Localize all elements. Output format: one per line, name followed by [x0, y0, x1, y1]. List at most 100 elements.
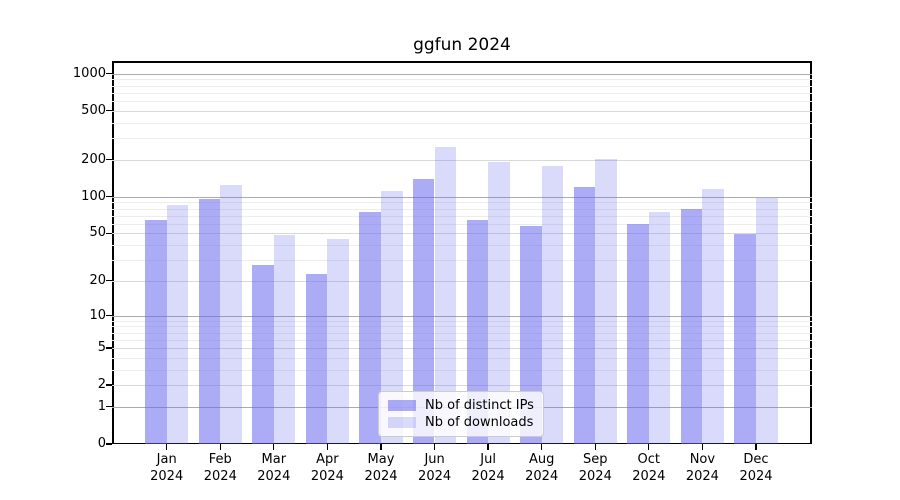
bar-jan-downloads — [166, 205, 189, 444]
x-tick-label-may: May 2024 — [364, 452, 398, 484]
gridline-1000 — [112, 73, 812, 75]
legend-swatch-distinct-ips — [388, 400, 416, 411]
x-tick-label-jul: Jul 2024 — [471, 452, 505, 484]
x-tick-mark-nov — [701, 444, 704, 450]
y-tick-label-50: 50 — [89, 225, 106, 241]
bar-mar-downloads — [273, 235, 296, 444]
x-tick-mark-apr — [326, 444, 329, 450]
x-tick-mark-oct — [648, 444, 650, 450]
x-tick-label-dec: Dec 2024 — [739, 452, 773, 484]
gridline-50 — [112, 233, 812, 235]
gridline-70 — [112, 215, 812, 217]
x-tick-mark-sep — [594, 444, 596, 450]
y-tick-label-2: 2 — [97, 377, 106, 393]
x-tick-mark-jul — [487, 444, 489, 450]
gridline-100 — [112, 196, 812, 198]
gridline-40 — [112, 245, 812, 246]
x-tick-label-aug: Aug 2024 — [525, 452, 559, 484]
gridline-600 — [112, 101, 812, 102]
bar-oct-downloads — [648, 211, 671, 444]
gridline-9 — [112, 320, 812, 322]
plot-area — [112, 61, 812, 445]
y-tick-mark-2 — [106, 384, 112, 386]
gridline-300 — [112, 138, 812, 140]
bar-oct-ips — [627, 223, 649, 444]
x-tick-label-apr: Apr 2024 — [310, 452, 344, 484]
gridline-7 — [112, 332, 812, 334]
legend-row-distinct-ips: Nb of distinct IPs — [388, 397, 534, 414]
bar-sep-downloads — [595, 159, 617, 444]
y-tick-mark-200 — [106, 159, 112, 161]
gridline-3 — [112, 369, 812, 371]
bar-feb-ips — [198, 198, 221, 444]
x-tick-mark-aug — [541, 444, 543, 450]
gridline-500 — [112, 110, 812, 112]
bar-aug-ips — [520, 226, 542, 444]
x-tick-label-jun: Jun 2024 — [418, 452, 452, 484]
x-tick-mark-jun — [433, 444, 436, 450]
gridline-6 — [112, 339, 812, 341]
right-spine — [810, 61, 812, 444]
y-tick-mark-5 — [106, 347, 112, 349]
bar-dec-downloads — [756, 197, 778, 444]
y-tick-label-5: 5 — [97, 340, 106, 355]
bar-apr-downloads — [327, 238, 349, 444]
gridline-20 — [112, 280, 812, 282]
bar-jul-ips — [466, 220, 489, 444]
y-tick-mark-0 — [106, 443, 112, 445]
bar-aug-downloads — [541, 166, 564, 444]
legend-label-downloads: Nb of downloads — [425, 415, 534, 430]
y-tick-mark-100 — [106, 195, 112, 198]
legend-label-distinct-ips: Nb of distinct IPs — [425, 398, 534, 413]
y-tick-label-1: 1 — [97, 398, 106, 414]
y-tick-label-200: 200 — [81, 151, 106, 167]
y-tick-mark-20 — [106, 280, 112, 282]
x-tick-label-oct: Oct 2024 — [632, 452, 666, 484]
y-tick-label-0: 0 — [97, 436, 106, 451]
x-tick-mark-dec — [755, 444, 757, 450]
x-tick-label-nov: Nov 2024 — [685, 452, 719, 484]
bar-jan-ips — [145, 220, 167, 444]
x-tick-label-jan: Jan 2024 — [150, 452, 184, 484]
legend: Nb of distinct IPs Nb of downloads — [378, 391, 544, 437]
x-tick-mark-jan — [166, 444, 168, 450]
x-tick-mark-feb — [219, 444, 221, 450]
x-tick-label-feb: Feb 2024 — [203, 452, 237, 484]
y-tick-mark-1 — [106, 406, 112, 408]
gridline-30 — [112, 259, 812, 261]
y-tick-label-100: 100 — [81, 188, 106, 204]
bar-may-downloads — [381, 190, 403, 444]
gridline-5 — [112, 348, 812, 349]
x-tick-mark-mar — [273, 444, 275, 450]
bar-feb-downloads — [220, 184, 242, 444]
bar-may-ips — [359, 211, 381, 444]
y-tick-label-1000: 1000 — [72, 65, 106, 81]
y-tick-mark-500 — [106, 110, 112, 112]
x-axis-line — [112, 442, 812, 445]
y-tick-label-20: 20 — [89, 272, 106, 288]
bar-sep-ips — [573, 187, 596, 444]
gridline-4 — [112, 357, 812, 359]
gridline-700 — [112, 92, 812, 94]
x-tick-label-mar: Mar 2024 — [257, 452, 291, 484]
y-tick-mark-10 — [106, 314, 112, 317]
y-tick-mark-50 — [106, 232, 112, 234]
gridline-400 — [112, 122, 812, 124]
bar-nov-ips — [680, 209, 703, 444]
gridline-90 — [112, 202, 812, 204]
bar-jun-ips — [412, 179, 435, 444]
bar-jun-downloads — [434, 147, 457, 444]
legend-row-downloads: Nb of downloads — [388, 414, 534, 431]
x-tick-mark-may — [380, 444, 382, 450]
bar-jul-downloads — [488, 161, 510, 444]
bar-dec-ips — [734, 234, 756, 444]
y-tick-label-10: 10 — [89, 307, 106, 323]
gridline-2 — [112, 385, 812, 387]
gridline-10 — [112, 315, 812, 317]
top-spine — [112, 61, 812, 63]
gridline-60 — [112, 223, 812, 225]
gridline-800 — [112, 85, 812, 87]
gridline-200 — [112, 159, 812, 161]
gridline-8 — [112, 326, 812, 328]
